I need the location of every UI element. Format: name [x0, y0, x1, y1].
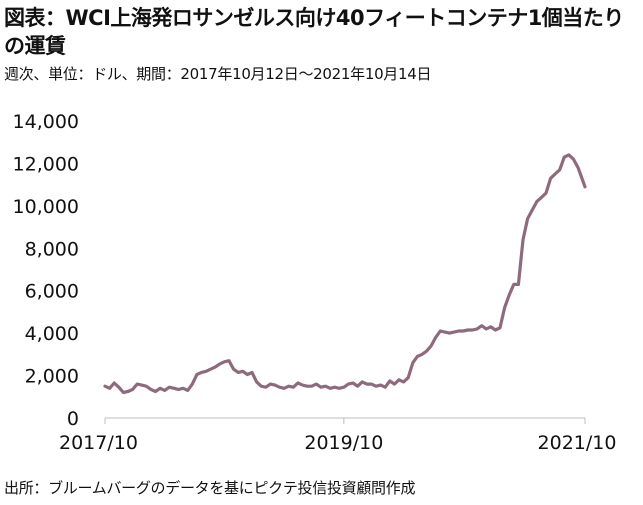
y-axis-ticks: 0 2,000 4,000 6,000 8,000 10,000 12,000 14,000	[13, 111, 79, 430]
source-note: 出所：ブルームバーグのデータを基にピクテ投信投資顧問作成	[4, 479, 416, 497]
y-tick-label: 8,000	[25, 238, 79, 260]
x-tick-label: 2021/10	[538, 432, 617, 454]
series-layer	[103, 153, 587, 395]
y-tick-label: 10,000	[13, 196, 79, 218]
y-tick-label: 6,000	[25, 281, 79, 303]
chart-title: 図表：WCI上海発ロサンゼルス向け40フィートコンテナ1個当たりの運賃	[4, 6, 624, 58]
x-tick-label: 2017/10	[59, 432, 138, 454]
x-axis-ticks: 2017/10 2019/10 2021/10	[59, 418, 616, 454]
y-tick-label: 2,000	[25, 366, 79, 388]
chart-subtitle: 週次、単位：ドル、期間：2017年10月12日～2021年10月14日	[4, 65, 432, 83]
freight-rate-line	[103, 153, 587, 395]
y-tick-label: 0	[67, 408, 79, 430]
y-tick-label: 14,000	[13, 111, 79, 133]
x-tick-label: 2019/10	[304, 432, 383, 454]
y-tick-label: 4,000	[25, 323, 79, 345]
y-tick-label: 12,000	[13, 153, 79, 175]
